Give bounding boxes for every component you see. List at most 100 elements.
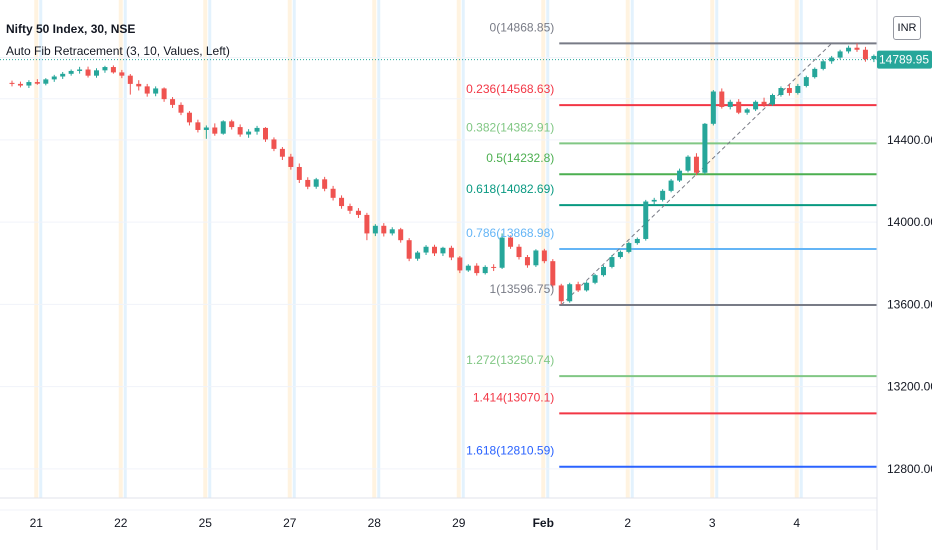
session-band bbox=[39, 0, 43, 498]
fib-level-label: 1.414(13070.1) bbox=[473, 390, 554, 404]
candle-body bbox=[415, 252, 421, 259]
currency-button[interactable]: INR bbox=[893, 16, 921, 40]
candle-body bbox=[786, 88, 792, 93]
candle-body bbox=[127, 75, 133, 84]
candle-body bbox=[381, 225, 387, 234]
candle-body bbox=[237, 127, 243, 135]
candle-body bbox=[609, 257, 615, 267]
time-tick-label: 21 bbox=[30, 516, 44, 530]
chart-title[interactable]: Nifty 50 Index, 30, NSE bbox=[6, 22, 136, 36]
candle-body bbox=[584, 282, 590, 291]
candle-body bbox=[364, 214, 370, 234]
session-band bbox=[203, 0, 208, 498]
candle-body bbox=[322, 179, 328, 189]
candle-body bbox=[499, 237, 505, 268]
candlestick-series bbox=[9, 43, 885, 305]
time-tick-label: Feb bbox=[533, 516, 554, 530]
session-band bbox=[377, 0, 381, 498]
candle-body bbox=[702, 123, 708, 173]
candle-body bbox=[465, 265, 471, 271]
time-axis[interactable]: 21 22 25 27 28 29 Feb 2 3 4 bbox=[30, 516, 801, 530]
candle-body bbox=[660, 190, 666, 200]
time-tick-label: 27 bbox=[283, 516, 297, 530]
candle-body bbox=[161, 88, 167, 100]
candle-body bbox=[170, 99, 176, 105]
price-tick-label: 14000.00 bbox=[887, 215, 932, 229]
candle-body bbox=[355, 210, 361, 215]
time-tick-label: 22 bbox=[114, 516, 128, 530]
candle-body bbox=[677, 170, 683, 181]
candle-body bbox=[753, 101, 759, 110]
candle-body bbox=[440, 247, 446, 254]
candle-body bbox=[448, 247, 454, 258]
candle-body bbox=[634, 238, 640, 244]
candle-body bbox=[85, 69, 91, 76]
session-band bbox=[208, 0, 212, 498]
price-tick-label: 13200.00 bbox=[887, 380, 932, 394]
fib-level-label: 0(14868.85) bbox=[490, 20, 555, 34]
candle-body bbox=[17, 83, 23, 86]
candle-body bbox=[313, 179, 319, 187]
last-price-value: 14789.95 bbox=[879, 53, 929, 67]
candle-body bbox=[398, 229, 404, 241]
candle-body bbox=[862, 49, 868, 60]
candle-body bbox=[617, 251, 623, 258]
fib-level-label: 0.236(14568.63) bbox=[466, 82, 554, 96]
price-axis[interactable]: 12800.00 13200.00 13600.00 14000.00 14400.00 bbox=[887, 133, 932, 476]
session-band bbox=[34, 0, 39, 498]
candle-body bbox=[220, 121, 226, 134]
candle-body bbox=[271, 139, 277, 149]
candle-body bbox=[347, 206, 353, 211]
candle-body bbox=[820, 61, 826, 69]
price-tick-label: 13600.00 bbox=[887, 297, 932, 311]
candle-body bbox=[423, 246, 429, 253]
candle-body bbox=[263, 127, 268, 140]
candle-body bbox=[550, 261, 556, 286]
grid-lines bbox=[0, 57, 877, 511]
candle-body bbox=[119, 72, 125, 76]
time-tick-label: 2 bbox=[624, 516, 631, 530]
candle-body bbox=[668, 180, 674, 191]
candle-body bbox=[457, 257, 463, 271]
fib-level-label: 0.382(14382.91) bbox=[466, 120, 554, 134]
candle-body bbox=[406, 240, 412, 259]
candle-body bbox=[651, 199, 657, 202]
candle-body bbox=[51, 76, 57, 80]
candle-body bbox=[508, 237, 514, 247]
candle-body bbox=[626, 243, 632, 252]
candle-body bbox=[803, 77, 809, 86]
candle-body bbox=[846, 47, 852, 52]
session-band bbox=[118, 0, 123, 498]
candle-body bbox=[288, 156, 294, 167]
fib-level-labels: 0(14868.85) 0.236(14568.63) 0.382(14382.91… bbox=[466, 20, 554, 457]
time-tick-label: 3 bbox=[709, 516, 716, 530]
candle-body bbox=[558, 285, 564, 302]
candle-body bbox=[94, 70, 99, 76]
session-band bbox=[456, 0, 461, 498]
fib-level-label: 1.272(13250.74) bbox=[466, 353, 554, 367]
candle-body bbox=[279, 148, 285, 157]
candle-body bbox=[685, 156, 691, 171]
candle-body bbox=[110, 67, 116, 73]
candle-body bbox=[229, 121, 235, 128]
candle-body bbox=[719, 91, 725, 107]
candle-body bbox=[77, 69, 83, 71]
session-band bbox=[546, 0, 550, 498]
candle-body bbox=[795, 85, 801, 93]
candle-body bbox=[254, 127, 260, 132]
candle-body bbox=[153, 88, 159, 94]
session-band bbox=[541, 0, 546, 498]
fib-level-label: 1(13596.75) bbox=[490, 282, 555, 296]
candle-body bbox=[296, 166, 302, 180]
indicator-label[interactable]: Auto Fib Retracement (3, 10, Values, Lef… bbox=[6, 44, 230, 58]
price-tick-label: 14400.00 bbox=[887, 133, 932, 147]
candle-body bbox=[871, 55, 877, 60]
candle-body bbox=[60, 73, 66, 77]
candle-body bbox=[43, 79, 49, 84]
candle-body bbox=[474, 265, 480, 274]
candle-body bbox=[34, 82, 40, 84]
candle-body bbox=[186, 112, 192, 123]
candle-body bbox=[136, 83, 142, 87]
candle-body bbox=[178, 104, 184, 113]
